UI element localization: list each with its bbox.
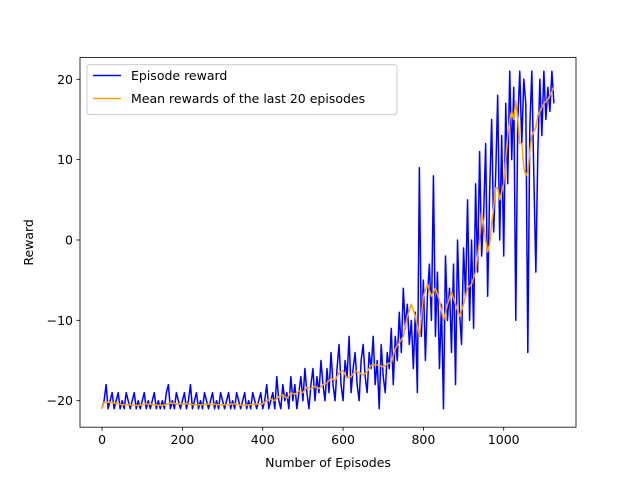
series-episode-reward-line: [101, 70, 555, 410]
x-tick-label: 200: [170, 432, 194, 447]
x-axis-label: Number of Episodes: [265, 455, 391, 470]
series-mean-reward-line: [101, 86, 555, 409]
series-layer: [101, 70, 555, 410]
legend-label-episode-reward: Episode reward: [131, 68, 227, 83]
legend-box: [86, 64, 398, 116]
y-axis-label: Reward: [21, 219, 36, 266]
y-tick-label: 20: [57, 72, 73, 87]
x-tick-label: 400: [251, 432, 275, 447]
x-tick-label: 800: [411, 432, 435, 447]
y-tick-label: 0: [65, 232, 73, 247]
x-tick-label: 600: [331, 432, 355, 447]
y-axis: −20 −10 0 10 20: [47, 72, 80, 408]
legend: Episode reward Mean rewards of the last …: [86, 64, 398, 116]
y-tick-label: −10: [47, 313, 73, 328]
x-tick-label: 0: [98, 432, 106, 447]
plot-frame: [79, 57, 577, 428]
x-axis: 0 200 400 600 800 1000: [98, 427, 520, 447]
x-tick-label: 1000: [488, 432, 520, 447]
legend-label-mean-reward: Mean rewards of the last 20 episodes: [131, 91, 365, 106]
y-tick-label: 10: [57, 152, 73, 167]
y-tick-label: −20: [47, 393, 73, 408]
